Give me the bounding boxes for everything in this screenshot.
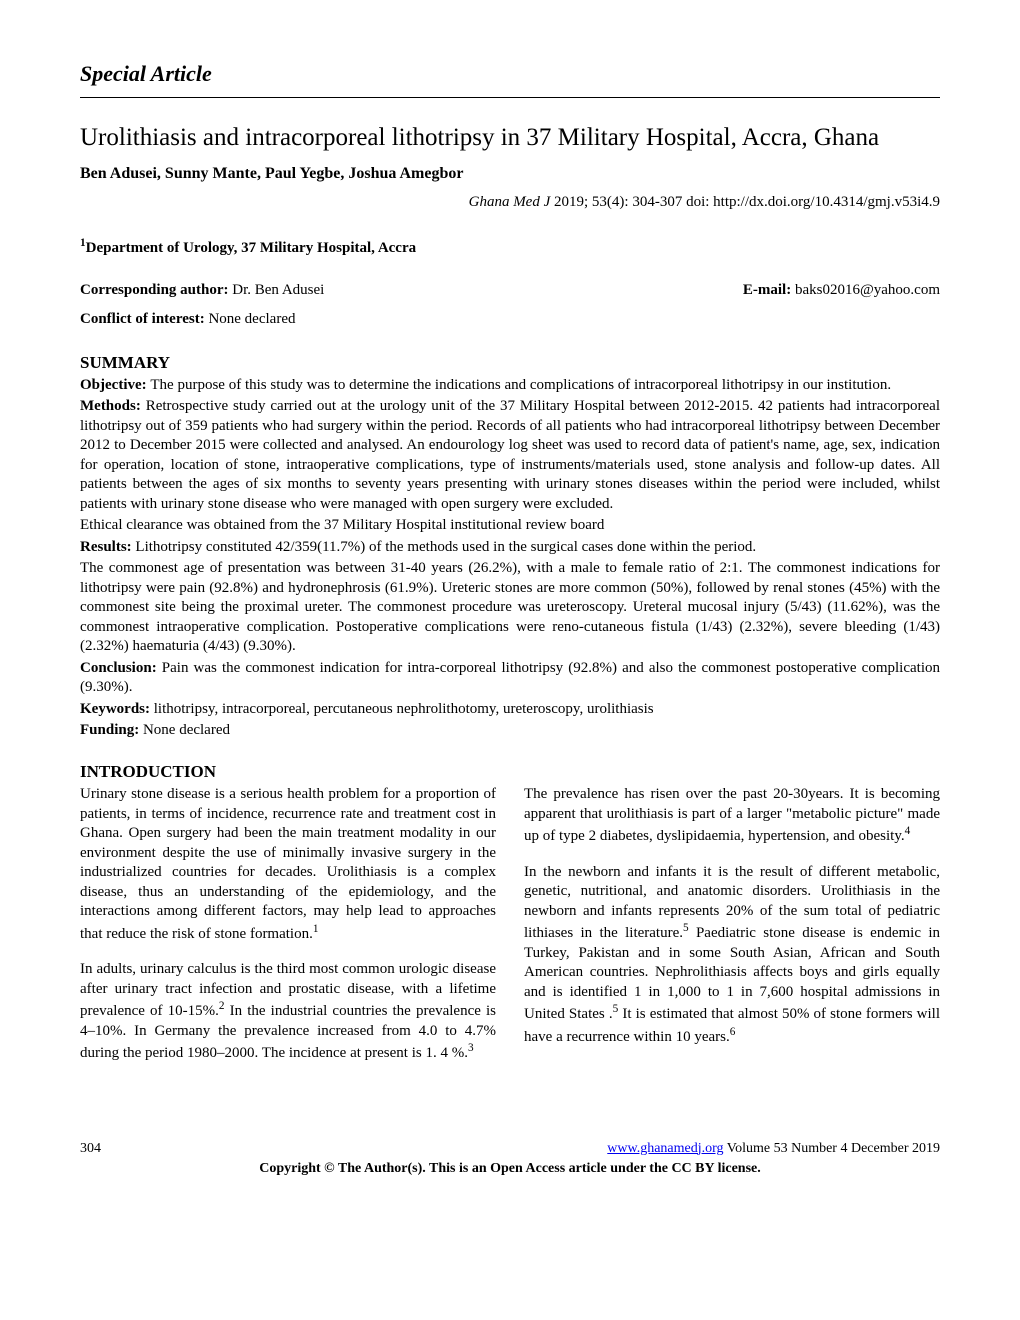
footer-right: www.ghanamedj.org Volume 53 Number 4 Dec…: [607, 1140, 940, 1158]
intro-right-column: The prevalence has risen over the past 2…: [524, 785, 940, 1080]
email-label: E-mail:: [743, 282, 795, 298]
funding-label: Funding:: [80, 722, 143, 738]
summary-objective: Objective: The purpose of this study was…: [80, 376, 940, 396]
intro-right-p2: In the newborn and infants it is the res…: [524, 863, 940, 1048]
intro-left-p1: Urinary stone disease is a serious healt…: [80, 785, 496, 944]
summary-results-line1: Results: Lithotripsy constituted 42/359(…: [80, 538, 940, 558]
intro-right-p1a: The prevalence has risen over the past 2…: [524, 786, 940, 844]
summary-block: Objective: The purpose of this study was…: [80, 376, 940, 741]
footer-issue: Volume 53 Number 4 December 2019: [724, 1141, 940, 1156]
corresponding-label: Corresponding author:: [80, 282, 229, 298]
authors-line: Ben Adusei, Sunny Mante, Paul Yegbe, Jos…: [80, 164, 940, 185]
summary-heading: SUMMARY: [80, 352, 940, 374]
page-footer: 304 www.ghanamedj.org Volume 53 Number 4…: [80, 1140, 940, 1178]
results-label: Results:: [80, 539, 135, 555]
corresponding-row: Corresponding author: Dr. Ben Adusei E-m…: [80, 281, 940, 301]
horizontal-rule: [80, 97, 940, 98]
keywords-text: lithotripsy, intracorporeal, percutaneou…: [154, 701, 654, 717]
intro-left-p2: In adults, urinary calculus is the third…: [80, 960, 496, 1064]
conclusion-label: Conclusion:: [80, 660, 162, 676]
footer-copyright: Copyright © The Author(s). This is an Op…: [80, 1160, 940, 1178]
intro-left-column: Urinary stone disease is a serious healt…: [80, 785, 496, 1080]
conclusion-text: Pain was the commonest indication for in…: [80, 660, 940, 696]
conflict-of-interest: Conflict of interest: None declared: [80, 310, 940, 330]
objective-label: Objective:: [80, 377, 150, 393]
summary-ethics: Ethical clearance was obtained from the …: [80, 516, 940, 536]
objective-text: The purpose of this study was to determi…: [150, 377, 891, 393]
corresponding-name: Dr. Ben Adusei: [229, 282, 325, 298]
copyright-text: Copyright © The Author(s). This is an Op…: [259, 1161, 761, 1176]
keywords-label: Keywords:: [80, 701, 154, 717]
introduction-heading: INTRODUCTION: [80, 761, 940, 783]
intro-right-p2-sup3: 6: [730, 1026, 736, 1038]
coi-label: Conflict of interest:: [80, 311, 208, 327]
section-label: Special Article: [80, 60, 940, 89]
keywords-line: Keywords: lithotripsy, intracorporeal, p…: [80, 700, 940, 720]
intro-left-p1-sup: 1: [313, 923, 319, 935]
intro-left-p1-text: Urinary stone disease is a serious healt…: [80, 786, 496, 942]
introduction-columns: Urinary stone disease is a serious healt…: [80, 785, 940, 1080]
citation: Ghana Med J 2019; 53(4): 304-307 doi: ht…: [80, 193, 940, 213]
footer-url[interactable]: www.ghanamedj.org: [607, 1141, 723, 1156]
methods-label: Methods:: [80, 398, 146, 414]
intro-left-p2-sup2: 3: [468, 1042, 474, 1054]
funding-line: Funding: None declared: [80, 721, 940, 741]
intro-right-p1-sup: 4: [905, 825, 911, 837]
summary-methods: Methods: Retrospective study carried out…: [80, 397, 940, 514]
corresponding-author: Corresponding author: Dr. Ben Adusei: [80, 281, 324, 301]
intro-right-p1: The prevalence has risen over the past 2…: [524, 785, 940, 847]
results-line1-text: Lithotripsy constituted 42/359(11.7%) of…: [135, 539, 756, 555]
email-value: baks02016@yahoo.com: [795, 282, 940, 298]
footer-top-row: 304 www.ghanamedj.org Volume 53 Number 4…: [80, 1140, 940, 1158]
journal-name: Ghana Med J: [469, 194, 551, 210]
article-title: Urolithiasis and intracorporeal lithotri…: [80, 122, 940, 155]
summary-conclusion: Conclusion: Pain was the commonest indic…: [80, 659, 940, 698]
summary-results-text: The commonest age of presentation was be…: [80, 559, 940, 657]
funding-text: None declared: [143, 722, 230, 738]
page-number: 304: [80, 1140, 101, 1158]
methods-text: Retrospective study carried out at the u…: [80, 398, 940, 512]
affiliation-text: Department of Urology, 37 Military Hospi…: [86, 240, 417, 256]
corresponding-email: E-mail: baks02016@yahoo.com: [743, 281, 940, 301]
citation-details: 2019; 53(4): 304-307 doi: http://dx.doi.…: [550, 194, 940, 210]
affiliation: 1Department of Urology, 37 Military Hosp…: [80, 236, 940, 259]
coi-value: None declared: [208, 311, 295, 327]
